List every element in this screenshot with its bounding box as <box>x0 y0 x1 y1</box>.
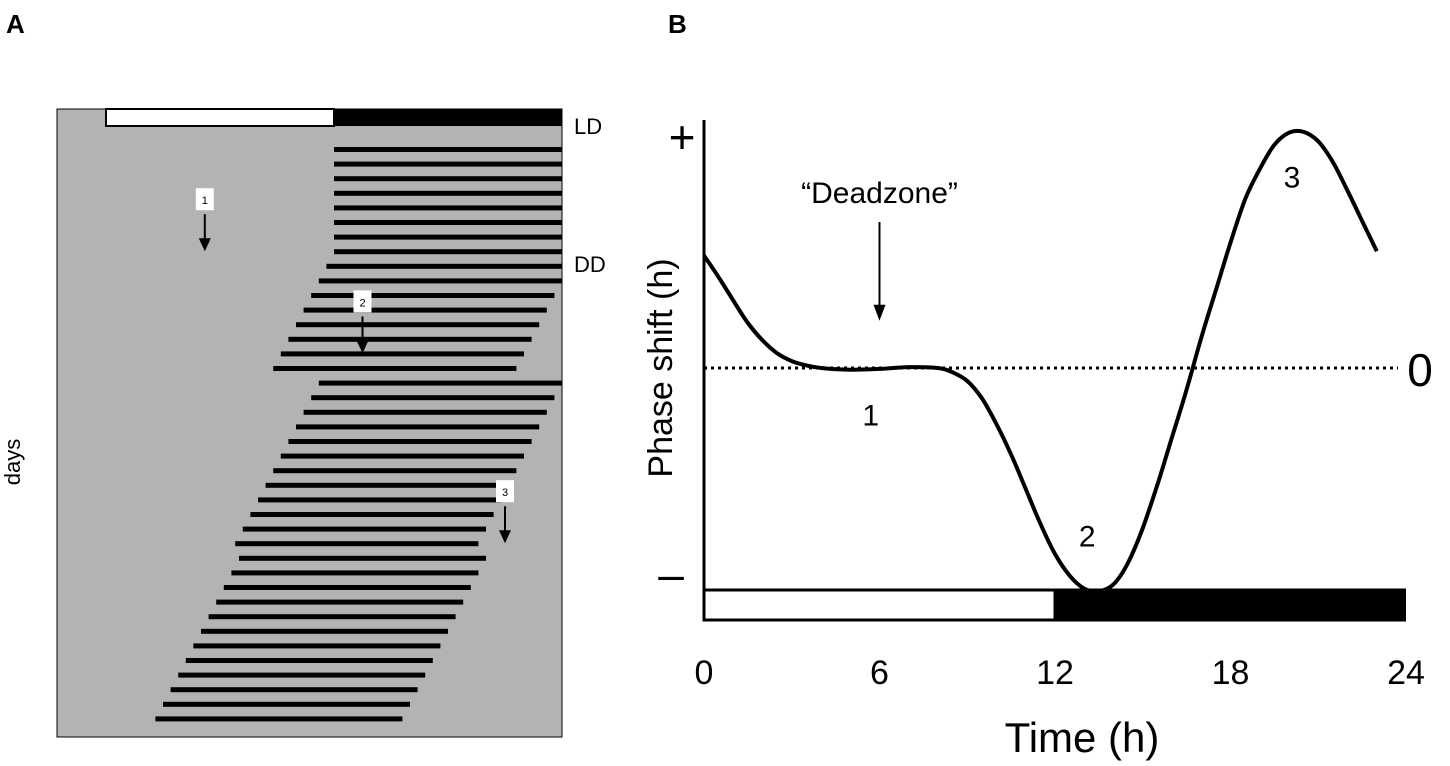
label-ld: LD <box>574 114 602 139</box>
zero-label: 0 <box>1407 344 1433 396</box>
activity-bar-day-7 <box>334 234 562 240</box>
actogram-ld-bar <box>105 108 562 127</box>
panel-letter-a: A <box>6 9 25 39</box>
y-plus-sign: + <box>669 111 696 163</box>
activity-bar-day-33 <box>208 614 456 620</box>
activity-bar-day-39 <box>163 701 410 707</box>
prc-ld-light <box>702 588 1057 622</box>
x-tick-24: 24 <box>1387 654 1425 692</box>
pulse-arrow-head-3 <box>499 530 511 544</box>
deadzone-arrow-head <box>873 304 886 321</box>
pulse-box-2 <box>353 290 372 313</box>
x-tick-6: 6 <box>870 654 889 692</box>
deadzone-label: “Deadzone” <box>801 177 958 210</box>
activity-bar-day-1 <box>334 147 562 152</box>
region-label-1: 1 <box>862 400 879 433</box>
activity-bar-day-9 <box>326 263 562 269</box>
pulse-marker-1: 1 <box>195 188 214 252</box>
activity-bar-day-26 <box>250 512 494 517</box>
activity-bar-day-22 <box>280 453 524 459</box>
activity-bar-day-12 <box>303 307 547 313</box>
region-labels: 1 2 3 <box>862 162 1300 554</box>
x-tick-18: 18 <box>1212 654 1250 692</box>
prc-ld-dark <box>1055 588 1406 622</box>
activity-bar-day-15 <box>280 351 524 357</box>
activity-bar-day-3 <box>334 176 562 182</box>
region-label-3: 3 <box>1284 162 1301 195</box>
activity-bar-day-36 <box>185 658 433 663</box>
prc-ld-bar <box>702 588 1406 622</box>
activity-bar-day-5 <box>334 205 562 211</box>
actogram-pulse-markers: 1 2 3 <box>195 188 514 544</box>
panel-b-prc: 0 6 12 18 24 + – 0 Phase shift (h) Time (h) … <box>642 111 1433 761</box>
ld-bar-dark <box>334 109 562 126</box>
activity-bar-day-6 <box>334 220 562 225</box>
activity-bar-day-32 <box>216 599 464 605</box>
activity-bar-day-23 <box>273 468 517 474</box>
activity-bar-day-35 <box>193 643 441 649</box>
pulse-marker-3: 3 <box>496 480 514 544</box>
pulse-box-3 <box>496 480 514 503</box>
activity-bar-day-19 <box>303 409 547 415</box>
activity-bar-day-20 <box>296 424 540 430</box>
pulse-box-1 <box>195 188 214 211</box>
pulse-label-3: 3 <box>502 487 508 499</box>
activity-bar-day-2 <box>334 161 562 167</box>
pulse-label-1: 1 <box>202 195 208 207</box>
activity-bar-day-29 <box>239 555 486 561</box>
activity-bar-day-18 <box>311 395 555 401</box>
activity-bar-day-13 <box>296 322 540 328</box>
pulse-arrow-head-1 <box>198 238 211 252</box>
activity-bar-day-28 <box>235 541 479 547</box>
activity-bar-day-34 <box>201 628 448 634</box>
pulse-label-2: 2 <box>359 297 365 309</box>
region-label-2: 2 <box>1079 521 1096 554</box>
activity-bar-day-17 <box>318 380 562 386</box>
activity-bar-day-25 <box>258 497 502 503</box>
x-tick-labels: 0 6 12 18 24 <box>695 654 1425 692</box>
ld-bar-light <box>105 108 335 127</box>
activity-bar-day-16 <box>273 366 517 371</box>
activity-bar-day-31 <box>223 585 471 590</box>
activity-bar-day-11 <box>311 293 555 298</box>
activity-bar-day-14 <box>288 336 532 342</box>
actogram-background <box>56 108 563 738</box>
label-dd: DD <box>574 252 606 277</box>
deadzone-annotation: “Deadzone” <box>801 177 958 321</box>
x-axis-title: Time (h) <box>1005 714 1160 761</box>
activity-bar-day-37 <box>178 672 426 678</box>
y-minus-sign: – <box>658 548 684 600</box>
activity-bar-day-27 <box>242 526 486 532</box>
axis-label-days: days <box>0 439 25 485</box>
activity-bar-day-38 <box>170 687 418 693</box>
panel-a-actogram: 1 2 3 LD DD days <box>0 108 606 738</box>
activity-bar-day-4 <box>334 190 562 196</box>
x-tick-0: 0 <box>695 654 714 692</box>
pulse-arrow-head-2 <box>356 340 369 354</box>
activity-bar-day-40 <box>155 716 403 722</box>
pulse-marker-2: 2 <box>353 290 372 354</box>
y-axis-title: Phase shift (h) <box>642 258 680 477</box>
activity-bar-day-30 <box>231 570 479 576</box>
actogram-activity-bars <box>155 147 562 722</box>
prc-curve <box>702 128 1379 594</box>
activity-bar-day-21 <box>288 439 532 444</box>
panel-letter-b: B <box>668 9 687 39</box>
x-tick-12: 12 <box>1036 654 1074 692</box>
activity-bar-day-10 <box>318 278 562 284</box>
activity-bar-day-8 <box>334 249 562 255</box>
activity-bar-day-24 <box>265 482 509 488</box>
